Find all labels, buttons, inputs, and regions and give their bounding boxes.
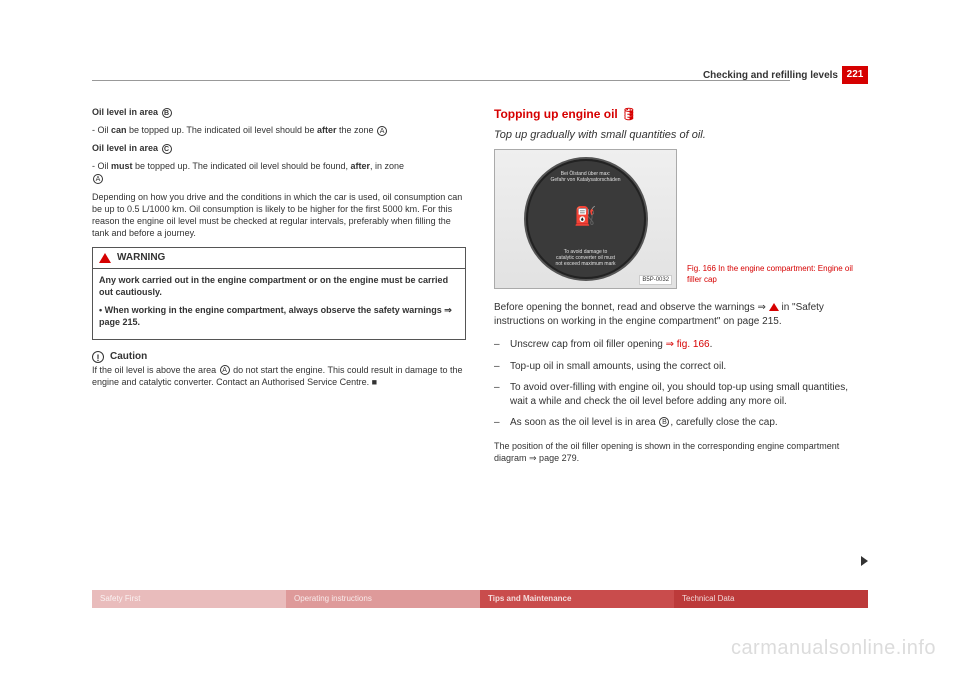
step-4: – As soon as the oil level is in area B,… [494,416,868,430]
header-rule [92,80,790,81]
oil-level-c-text: - Oil must be topped up. The indicated o… [92,160,466,184]
cap-text-bottom: To avoid damage to catalytic converter o… [556,249,616,267]
continue-arrow-icon [861,556,868,566]
figure-caption: Fig. 166 In the engine compartment: Engi… [687,264,868,289]
page-number-badge: 221 [842,66,868,84]
footer-tab-operating: Operating instructions [286,590,480,608]
zone-badge-a3: A [220,365,230,375]
oil-level-b-heading: Oil level in area B [92,106,466,118]
oil-filler-cap: Bei Ölstand über max: Gefahr von Katalys… [526,159,646,279]
footer-tabs: Safety First Operating instructions Tips… [92,590,868,608]
step-1: – Unscrew cap from oil filler opening ⇒ … [494,338,868,352]
warning-title: WARNING [117,251,165,265]
zone-badge-b2: B [659,417,669,427]
warning-triangle-icon [99,253,111,263]
oil-can-icon: 🛢 [621,107,636,121]
figure-image: Bei Ölstand über max: Gefahr von Katalys… [494,149,677,289]
last-paragraph: The position of the oil filler opening i… [494,440,868,464]
zone-badge-c: C [162,144,172,154]
warning-p2: • When working in the engine compartment… [99,304,459,328]
warning-header: WARNING [93,248,465,268]
oil-level-b-text: - Oil can be topped up. The indicated oi… [92,124,466,136]
warning-box: WARNING Any work carried out in the engi… [92,247,466,340]
topping-up-title: Topping up engine oil 🛢 [494,106,868,122]
fig-ref: ⇒ fig. 166 [666,339,710,350]
oil-level-c-heading: Oil level in area C [92,142,466,154]
left-column: Oil level in area B - Oil can be topped … [92,106,466,470]
footer-tab-tips: Tips and Maintenance [480,590,674,608]
warning-triangle-inline-icon [769,303,779,311]
section-title: Checking and refilling levels [703,70,838,81]
page-header: Checking and refilling levels 221 [92,70,868,90]
oil-can-symbol: ⛽ [574,204,596,228]
warning-p1: Any work carried out in the engine compa… [99,274,459,298]
before-opening-text: Before opening the bonnet, read and obse… [494,301,868,328]
cap-text-top: Bei Ölstand über max: Gefahr von Katalys… [550,171,620,183]
caution-header: ! Caution [92,350,466,364]
right-column: Topping up engine oil 🛢 Top up gradually… [494,106,868,470]
step-3: – To avoid over-filling with engine oil,… [494,381,868,408]
zone-badge-a: A [377,126,387,136]
page: Checking and refilling levels 221 Oil le… [0,0,960,678]
step-2: – Top-up oil in small amounts, using the… [494,360,868,374]
consumption-paragraph: Depending on how you drive and the condi… [92,191,466,240]
warning-body: Any work carried out in the engine compa… [93,268,465,340]
text: Oil level in area [92,107,161,117]
footer-tab-safety: Safety First [92,590,286,608]
subtitle: Top up gradually with small quantities o… [494,128,868,143]
figure-code: B5P-0032 [639,275,672,285]
content-columns: Oil level in area B - Oil can be topped … [92,106,868,470]
caution-icon: ! [92,351,104,363]
watermark: carmanualsonline.info [731,637,936,660]
footer-tab-technical: Technical Data [674,590,868,608]
zone-badge-b: B [162,108,172,118]
figure-row: Bei Ölstand über max: Gefahr von Katalys… [494,149,868,289]
caution-title: Caution [110,350,147,364]
zone-badge-a2: A [93,174,103,184]
caution-text: If the oil level is above the area A do … [92,364,466,388]
